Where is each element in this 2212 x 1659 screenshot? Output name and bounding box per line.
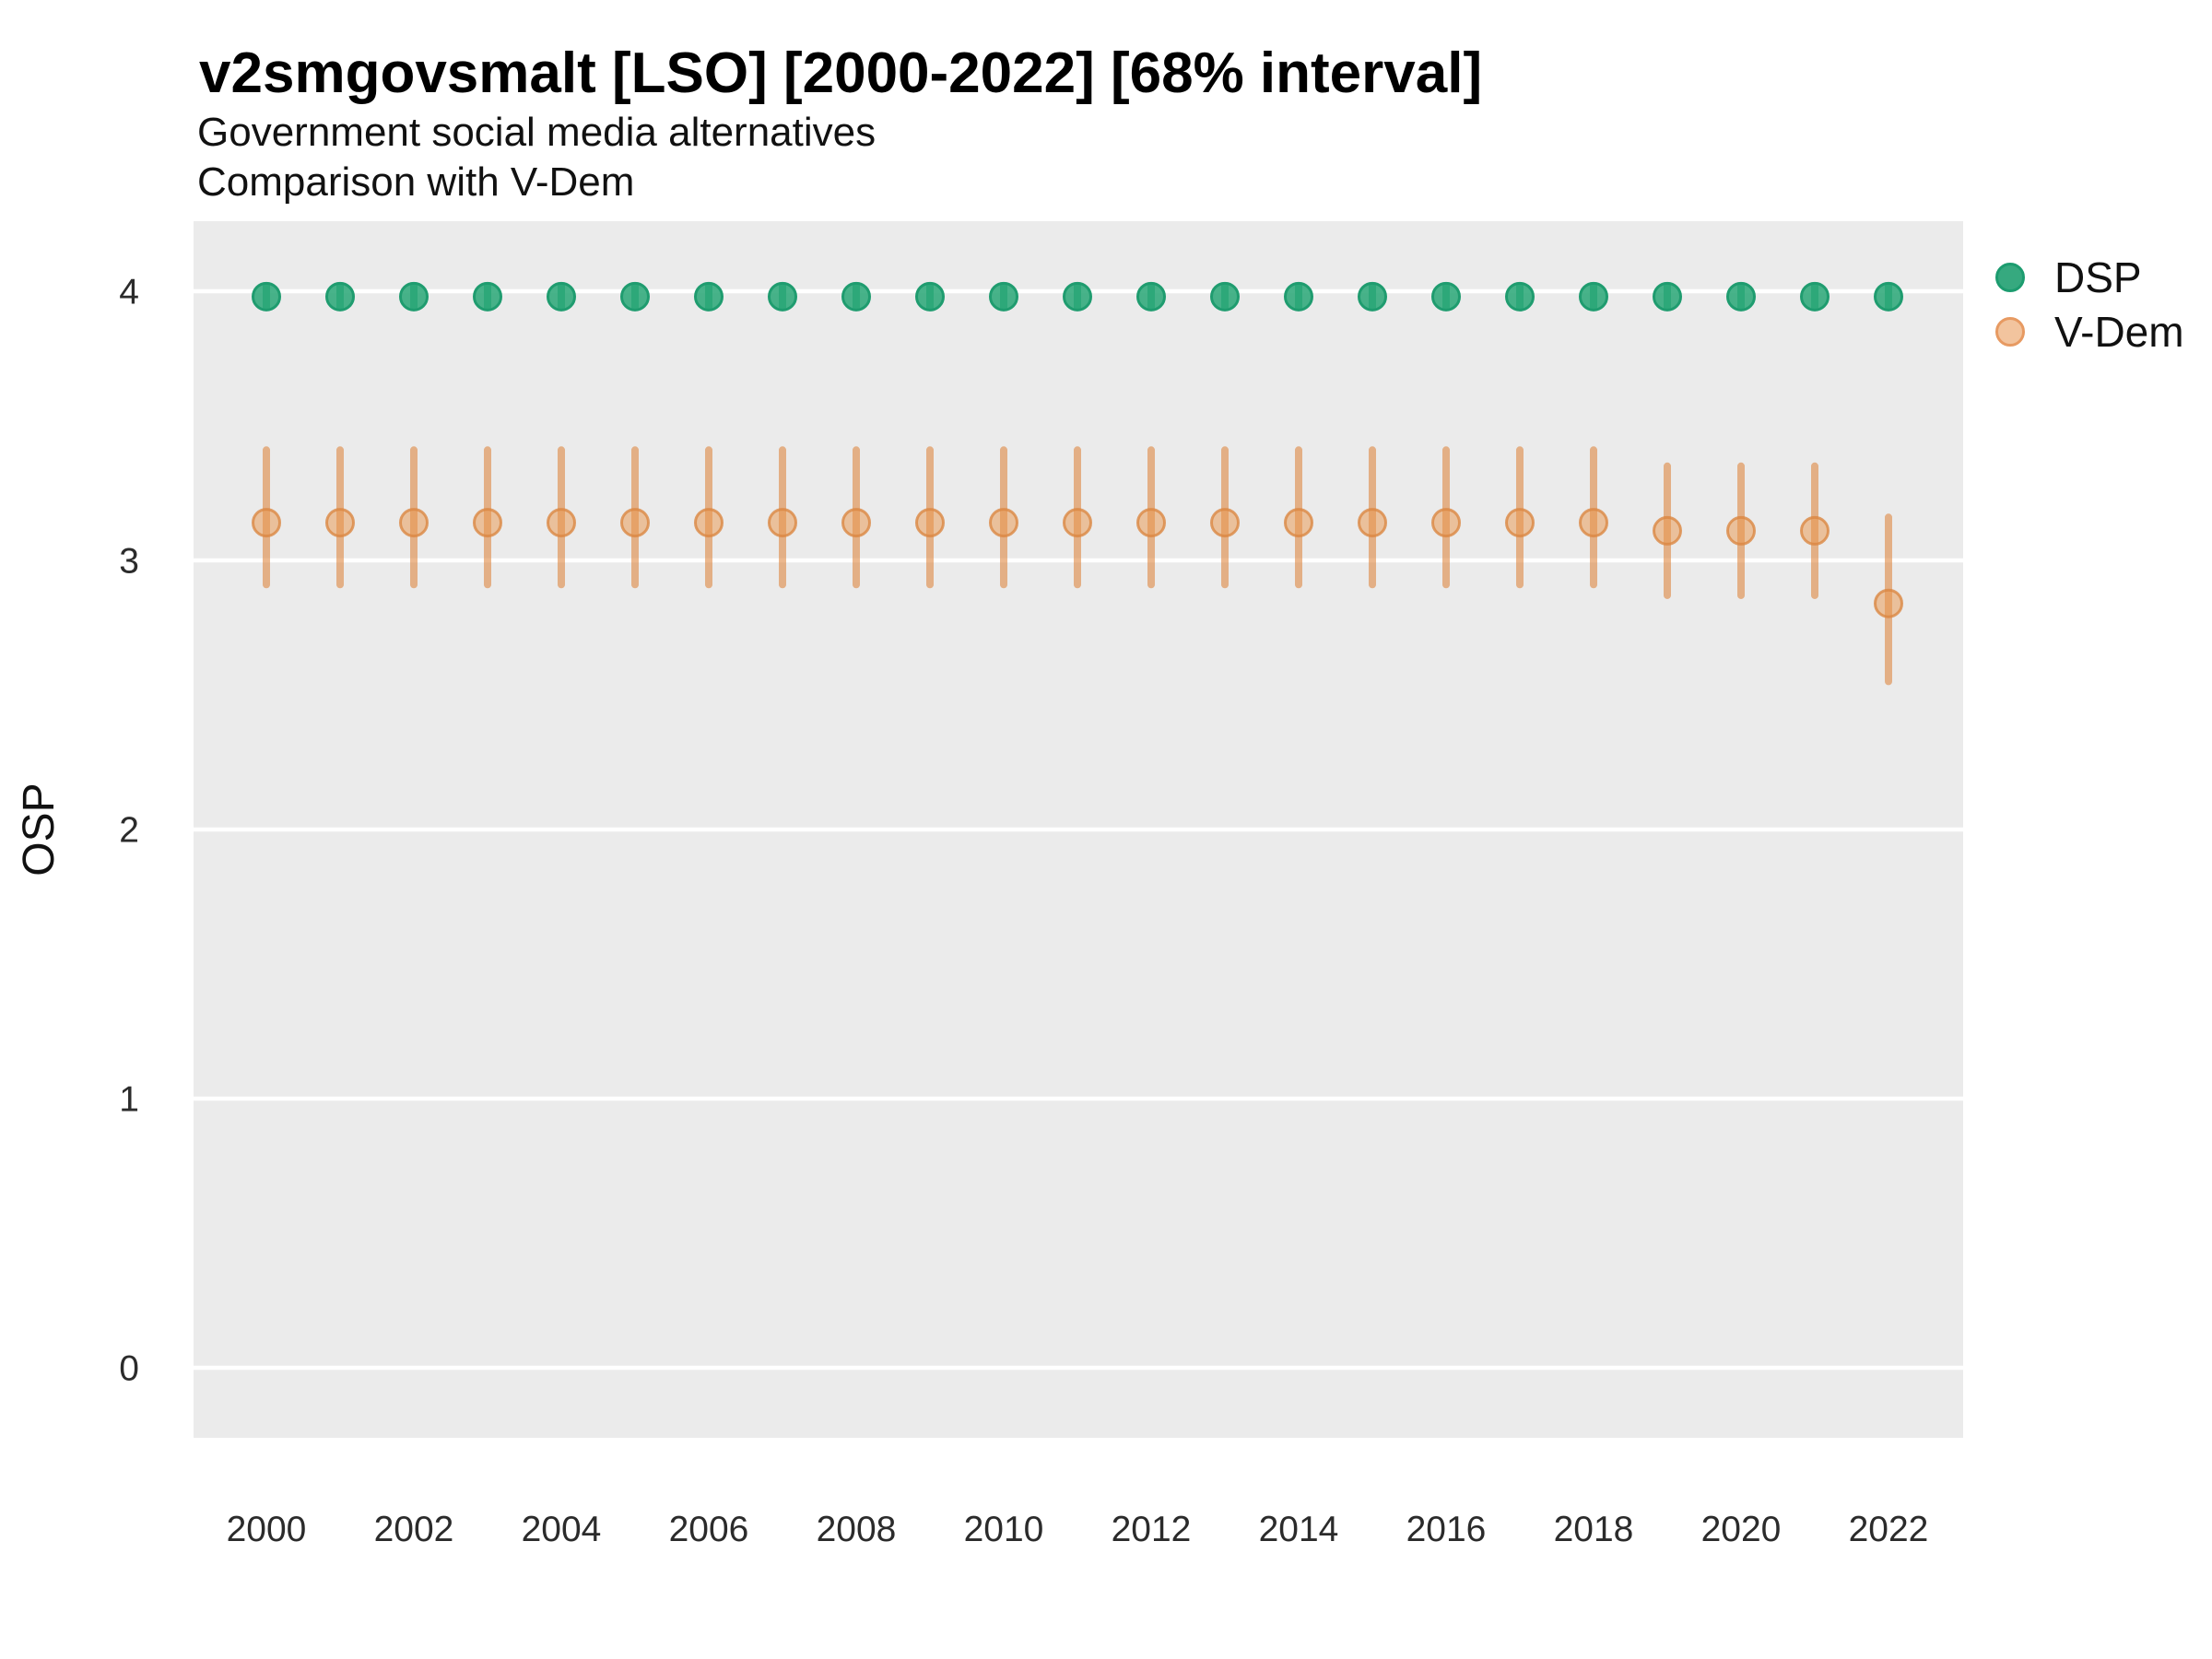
plot-title: v2smgovsmalt [LSO] [2000-2022] [68% inte… xyxy=(199,41,1482,105)
y-tick-label: 2 xyxy=(119,811,139,851)
vdem-point xyxy=(1210,508,1240,538)
dsp-point xyxy=(252,281,281,312)
vdem-point xyxy=(473,508,502,538)
legend-swatch-dsp-icon xyxy=(1995,263,2025,292)
x-tick-label: 2008 xyxy=(817,1510,897,1549)
vdem-point xyxy=(1284,508,1313,538)
vdem-point xyxy=(1579,508,1608,538)
dsp-point xyxy=(1431,281,1461,312)
vdem-point xyxy=(1505,508,1535,538)
legend: DSP V-Dem xyxy=(1995,253,2184,356)
dsp-point xyxy=(473,281,502,312)
y-axis-title: OSP xyxy=(15,782,64,876)
x-tick-label: 2006 xyxy=(669,1510,749,1549)
vdem-point xyxy=(768,508,797,538)
legend-label-dsp: DSP xyxy=(2054,253,2142,301)
x-tick-label: 2010 xyxy=(964,1510,1044,1549)
dsp-point xyxy=(1653,281,1682,312)
dsp-point xyxy=(399,281,429,312)
dsp-point xyxy=(1136,281,1166,312)
plot-subtitle-line1: Government social media alternatives xyxy=(197,110,876,155)
x-tick-label: 2014 xyxy=(1259,1510,1339,1549)
vdem-point xyxy=(1874,588,1903,618)
dsp-point xyxy=(915,281,945,312)
dsp-point xyxy=(841,281,871,312)
x-tick-label: 2020 xyxy=(1701,1510,1782,1549)
dsp-point xyxy=(1800,281,1830,312)
y-tick-label: 1 xyxy=(119,1080,139,1120)
y-tick-label: 0 xyxy=(119,1349,139,1389)
vdem-point xyxy=(547,508,576,538)
x-tick-label: 2016 xyxy=(1406,1510,1487,1549)
vdem-point xyxy=(399,508,429,538)
vdem-point xyxy=(915,508,945,538)
vdem-point xyxy=(1063,508,1092,538)
vdem-point xyxy=(841,508,871,538)
dsp-point xyxy=(547,281,576,312)
vdem-point xyxy=(989,508,1018,538)
dsp-point xyxy=(620,281,650,312)
legend-swatch-vdem-icon xyxy=(1995,317,2025,347)
dsp-point xyxy=(1579,281,1608,312)
plot-panel: 0 1 2 3 4 2000 2002 2004 2006 2008 2010 2012 2014 201… xyxy=(119,221,1963,1549)
legend-label-vdem: V-Dem xyxy=(2054,308,2184,356)
dsp-point xyxy=(1505,281,1535,312)
dsp-point xyxy=(1726,281,1756,312)
vdem-point xyxy=(1800,515,1830,546)
vdem-point xyxy=(1653,515,1682,546)
dsp-point xyxy=(1063,281,1092,312)
dsp-point xyxy=(1284,281,1313,312)
x-tick-label: 2004 xyxy=(522,1510,602,1549)
vdem-point xyxy=(1431,508,1461,538)
vdem-point xyxy=(1136,508,1166,538)
dsp-point xyxy=(694,281,724,312)
x-tick-label: 2018 xyxy=(1554,1510,1634,1549)
dsp-point xyxy=(1210,281,1240,312)
dsp-point xyxy=(989,281,1018,312)
vdem-point xyxy=(325,508,355,538)
dsp-point xyxy=(1874,281,1903,312)
vdem-point xyxy=(620,508,650,538)
x-tick-label: 2022 xyxy=(1849,1510,1929,1549)
y-tick-label: 3 xyxy=(119,542,139,582)
vdem-point xyxy=(1726,515,1756,546)
x-tick-label: 2002 xyxy=(374,1510,454,1549)
vdem-point xyxy=(252,508,281,538)
dsp-point xyxy=(325,281,355,312)
y-tick-label: 4 xyxy=(119,273,139,312)
dsp-point xyxy=(1358,281,1387,312)
x-tick-label: 2000 xyxy=(227,1510,307,1549)
plot-subtitle-line2: Comparison with V-Dem xyxy=(197,159,634,205)
dsp-point xyxy=(768,281,797,312)
x-tick-label: 2012 xyxy=(1112,1510,1192,1549)
vdem-point xyxy=(694,508,724,538)
vdem-point xyxy=(1358,508,1387,538)
